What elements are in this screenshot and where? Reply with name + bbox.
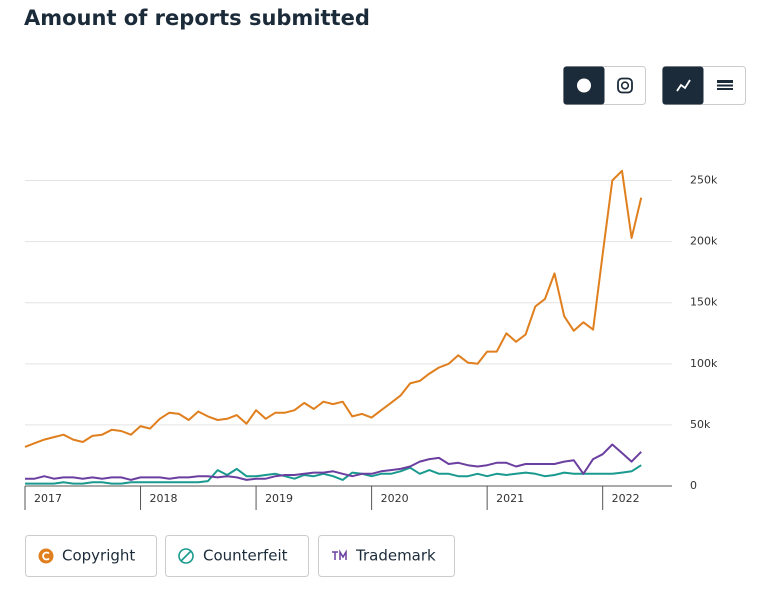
facebook-icon — [577, 78, 591, 93]
series-line — [24, 169, 643, 448]
y-tick-label: 50k — [690, 418, 711, 431]
trademark-icon — [332, 549, 347, 560]
y-tick-label: 100k — [690, 357, 718, 370]
legend-label: Trademark — [355, 547, 436, 565]
copyright-icon-mark — [42, 551, 50, 561]
legend-button[interactable] — [165, 535, 309, 577]
x-tick-label: 2019 — [265, 492, 293, 505]
counterfeit-icon-mark — [180, 550, 192, 562]
chart-icon — [676, 79, 691, 92]
x-tick-label: 2022 — [612, 492, 640, 505]
x-tick-label: 2020 — [381, 492, 409, 505]
x-tick-label: 2018 — [150, 492, 178, 505]
series-line — [25, 464, 642, 485]
y-tick-label: 0 — [690, 479, 697, 492]
legend-label: Copyright — [62, 547, 135, 565]
series-line — [25, 443, 642, 481]
legend-button[interactable] — [25, 535, 157, 577]
copyright-icon — [38, 548, 54, 564]
legend: Copyright Counterfeit Trademark — [25, 535, 455, 577]
counterfeit-icon — [178, 548, 194, 564]
instagram-lens — [620, 81, 630, 90]
view-toggle[interactable] — [662, 66, 746, 105]
platform-toggle[interactable] — [563, 66, 646, 105]
table-icon[interactable] — [717, 80, 733, 90]
chart-title: Amount of reports submitted — [24, 6, 370, 30]
y-tick-label: 250k — [690, 174, 718, 187]
y-tick-label: 200k — [690, 235, 718, 248]
legend-label: Counterfeit — [203, 547, 288, 565]
legend-button[interactable] — [318, 535, 455, 577]
instagram-icon[interactable] — [617, 77, 633, 94]
x-tick-label: 2021 — [496, 492, 524, 505]
x-tick-label: 2017 — [34, 492, 62, 505]
y-tick-label: 150k — [690, 296, 718, 309]
